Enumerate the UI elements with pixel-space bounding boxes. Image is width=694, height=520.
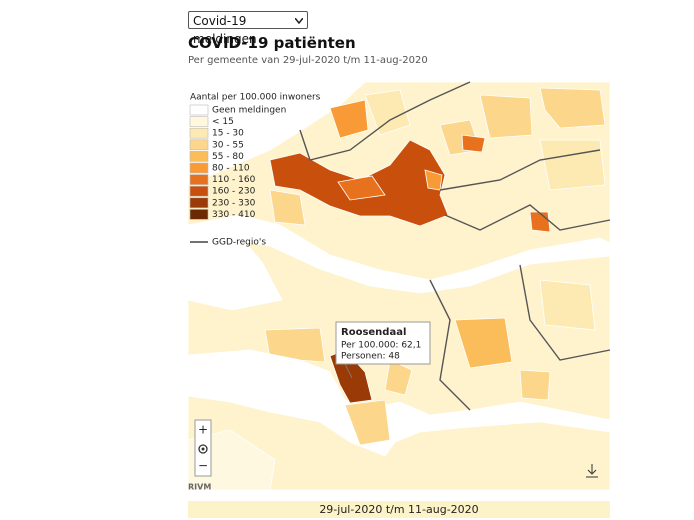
legend-label: 230 - 330 bbox=[212, 198, 256, 208]
tooltip-box bbox=[335, 321, 431, 365]
tooltip-title: Roosendaal bbox=[341, 327, 406, 338]
legend-swatch bbox=[189, 116, 209, 127]
legend: Aantal per 100.000 inwoners GGD-regio's … bbox=[189, 93, 321, 248]
tooltip-pointer bbox=[344, 363, 353, 379]
legend-label: 30 - 55 bbox=[212, 140, 244, 150]
legend-swatch bbox=[189, 104, 209, 116]
legend-label: 160 - 230 bbox=[212, 187, 256, 197]
map: Aantal per 100.000 inwoners GGD-regio's … bbox=[187, 81, 611, 492]
ggd-label: GGD-regio's bbox=[212, 238, 266, 248]
caret bbox=[295, 18, 303, 24]
legend-label: Geen meldingen bbox=[212, 106, 286, 116]
legend-swatch bbox=[189, 127, 209, 139]
legend-label: 55 - 80 bbox=[212, 152, 244, 162]
legend-swatch bbox=[189, 185, 209, 197]
legend-swatch bbox=[189, 139, 209, 151]
title: COVID-19 patiënten bbox=[188, 34, 356, 52]
ggd-borders bbox=[299, 81, 611, 411]
legend-swatch bbox=[189, 162, 209, 174]
reset-view[interactable] bbox=[198, 444, 208, 454]
municipalities bbox=[187, 81, 611, 491]
legend-swatch bbox=[189, 197, 209, 209]
attribution: RIVM bbox=[188, 483, 211, 492]
legend-label: 110 - 160 bbox=[212, 175, 256, 185]
dropdown-value: Covid-19 meldingen bbox=[193, 14, 257, 46]
zoom-in[interactable]: + bbox=[198, 423, 208, 437]
reset-dot bbox=[201, 447, 205, 451]
zoom-controls: + − bbox=[194, 419, 212, 477]
zoom-out[interactable]: − bbox=[198, 459, 208, 473]
layer-dropdown[interactable]: Covid-19 meldingen bbox=[188, 11, 308, 46]
legend-title: Aantal per 100.000 inwoners bbox=[190, 93, 321, 103]
tooltip-line: Personen: 48 bbox=[341, 352, 400, 362]
legend-swatch bbox=[189, 151, 209, 162]
tooltip: Roosendaal Per 100.000: 62,1 Personen: 4… bbox=[335, 321, 431, 379]
tooltip-line: Per 100.000: 62,1 bbox=[341, 341, 421, 351]
legend-label: < 15 bbox=[212, 117, 234, 127]
legend-label: 15 - 30 bbox=[212, 129, 244, 139]
legend-label: 80 - 110 bbox=[212, 164, 250, 174]
legend-label: 330 - 410 bbox=[212, 210, 256, 220]
download-icon[interactable] bbox=[586, 464, 598, 478]
legend-swatch bbox=[189, 174, 209, 185]
subtitle: Per gemeente van 29-jul-2020 t/m 11-aug-… bbox=[188, 55, 428, 66]
legend-swatch bbox=[189, 209, 209, 220]
date-bar: 29-jul-2020 t/m 11-aug-2020 bbox=[188, 501, 610, 518]
